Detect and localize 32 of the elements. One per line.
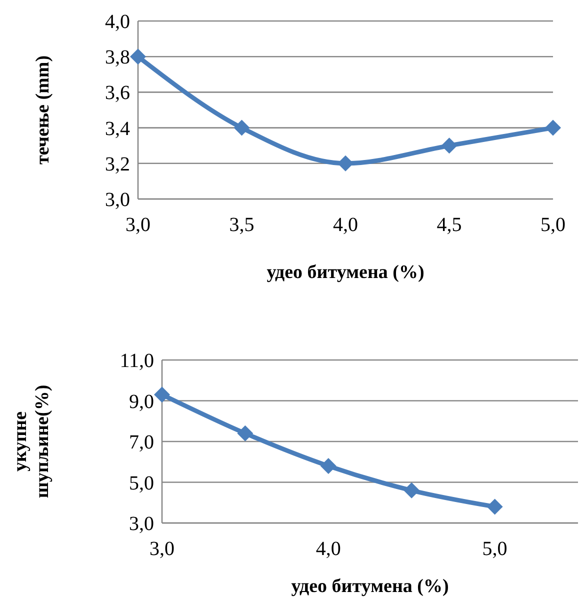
y-tick-label: 3,2 [105,153,130,176]
point [545,120,561,136]
y-tick-label: 5,0 [129,472,154,494]
point [486,498,503,515]
point [441,138,458,154]
x-tick-label: 3,0 [150,538,174,560]
y-tick-label: 9,0 [129,390,154,413]
y-tick-label: 3,0 [105,189,130,211]
x-tick-label: 4,5 [436,214,462,236]
x-axis-title: удео битумена (%) [266,262,424,283]
point [237,425,254,442]
y-tick-label: 3,4 [105,118,130,140]
x-tick-label: 3,5 [229,214,254,236]
y-axis-title: течење (mm) [32,55,54,165]
y-axis-title: укупне шупљине(%) [10,384,53,498]
y-tick-label: 3,0 [129,513,154,535]
x-tick-label: 4,0 [333,214,358,236]
x-tick-label: 5,0 [540,214,566,236]
point [320,458,336,474]
y-tick-label: 3,6 [105,82,130,104]
y-tick-label: 11,0 [120,350,154,372]
point [130,48,146,65]
point [154,386,170,403]
x-axis-title: удео битумена (%) [291,576,449,597]
x-tick-label: 4,0 [316,538,341,560]
y-tick-label: 7,0 [129,432,154,454]
point [234,120,250,136]
point [404,482,420,498]
y-tick-label: 3,8 [105,46,130,69]
point [338,155,354,172]
x-tick-label: 5,0 [482,538,508,560]
y-tick-label: 4,0 [105,11,130,33]
